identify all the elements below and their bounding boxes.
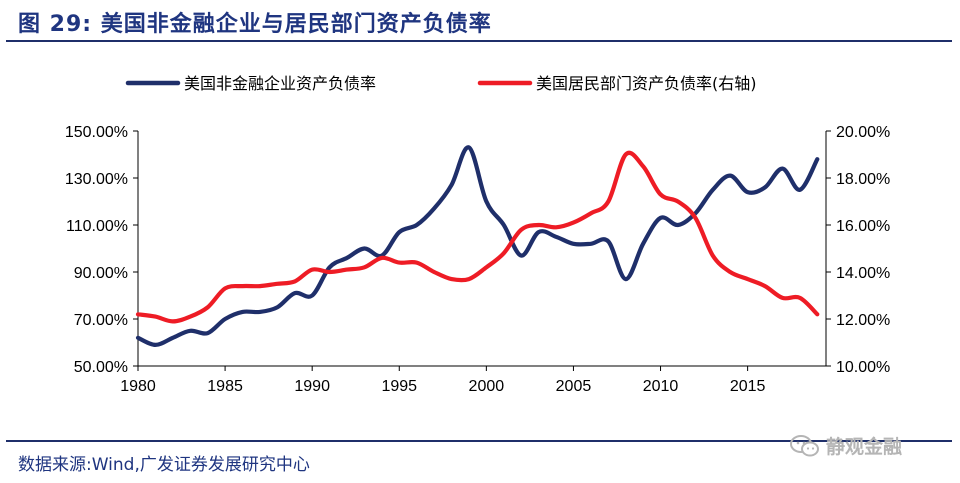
- axes: 150.00% 130.00% 110.00% 90.00% 70.00% 50.00% 2…: [65, 124, 890, 395]
- x-tick-label: 1985: [207, 378, 243, 395]
- left-tick-label: 70.00%: [74, 312, 128, 329]
- top-rule: [6, 40, 952, 42]
- watermark: 静观金融: [790, 432, 902, 459]
- series-line-corporate: [135, 145, 820, 347]
- x-tick-label: 2000: [469, 378, 505, 395]
- right-tick-label: 16.00%: [836, 218, 890, 235]
- legend: 美国非金融企业资产负债率 美国居民部门资产负债率(右轴): [125, 74, 757, 93]
- right-tick-label: 10.00%: [836, 359, 890, 376]
- x-tick-label: 1980: [120, 378, 156, 395]
- wechat-icon: [790, 434, 819, 456]
- figure-title: 图 29: 美国非金融企业与居民部门资产负债率: [18, 12, 492, 37]
- left-tick-label: 150.00%: [65, 124, 128, 141]
- series-group: [135, 145, 820, 347]
- legend-label: 美国居民部门资产负债率(右轴): [536, 74, 757, 93]
- right-tick-label: 20.00%: [836, 124, 890, 141]
- x-tick-label: 1990: [294, 378, 330, 395]
- left-tick-label: 130.00%: [65, 171, 128, 188]
- left-tick-label: 90.00%: [74, 265, 128, 282]
- right-tick-label: 14.00%: [836, 265, 890, 282]
- left-tick-label: 50.00%: [74, 359, 128, 376]
- right-tick-label: 12.00%: [836, 312, 890, 329]
- chart: 美国非金融企业资产负债率 美国居民部门资产负债率(右轴) 150.00% 130.0…: [65, 74, 890, 395]
- x-tick-label: 2005: [556, 378, 592, 395]
- x-tick-label: 2010: [643, 378, 679, 395]
- legend-label: 美国非金融企业资产负债率: [184, 74, 376, 93]
- source-note: 数据来源:Wind,广发证券发展研究中心: [18, 455, 310, 475]
- left-tick-label: 110.00%: [66, 218, 128, 235]
- bottom-rule: [6, 440, 952, 442]
- watermark-text: 静观金融: [826, 436, 903, 458]
- series-line-household: [135, 150, 820, 324]
- x-tick-label: 1995: [381, 378, 417, 395]
- right-tick-label: 18.00%: [836, 171, 890, 188]
- x-tick-label: 2015: [730, 378, 766, 395]
